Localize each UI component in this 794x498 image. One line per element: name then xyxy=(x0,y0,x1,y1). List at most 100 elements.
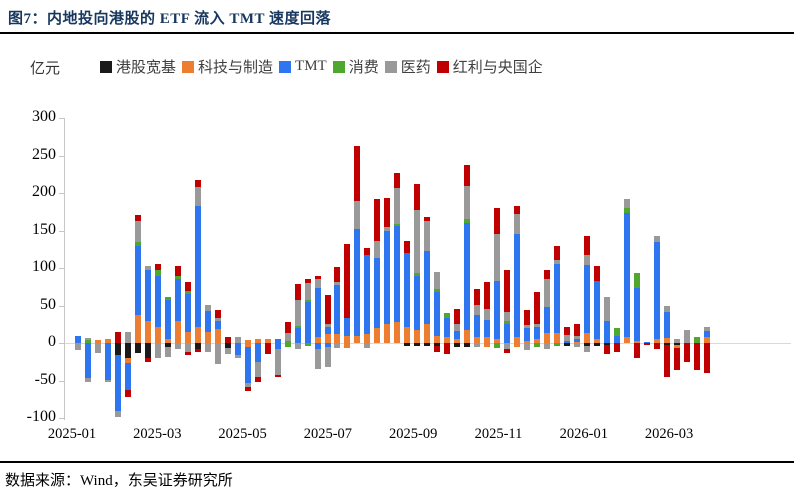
bar-segment xyxy=(384,230,391,325)
bar-segment xyxy=(424,220,431,251)
bar-segment xyxy=(623,199,630,208)
bar-segment xyxy=(104,343,111,380)
bar-segment xyxy=(484,319,491,337)
tech-swatch-icon xyxy=(182,60,195,73)
bar-segment xyxy=(104,338,111,343)
bar-segment xyxy=(184,291,191,295)
bar-segment xyxy=(154,270,161,276)
bar-segment xyxy=(274,338,281,343)
bar-segment xyxy=(344,318,351,336)
bar-segment xyxy=(304,343,311,346)
bar-segment xyxy=(324,295,331,324)
x-tick-label: 2025-03 xyxy=(133,426,182,442)
bar-segment xyxy=(464,223,471,331)
bar-segment xyxy=(374,241,381,258)
bar-segment xyxy=(284,333,291,341)
bar-segment xyxy=(75,336,81,343)
bar-segment xyxy=(593,339,600,343)
bar-segment xyxy=(484,337,491,343)
bar-segment xyxy=(184,352,191,355)
bar-segment xyxy=(404,241,411,253)
bar-segment xyxy=(184,331,191,343)
bar-segment xyxy=(114,411,121,417)
legend-item-med: 医药 xyxy=(384,56,431,77)
bar-segment xyxy=(254,361,261,377)
bar-segment xyxy=(703,331,710,337)
bar-segment xyxy=(194,187,201,206)
legend-label: 港股宽基 xyxy=(116,60,177,76)
bar-segment xyxy=(394,226,401,322)
title-divider xyxy=(0,32,794,34)
bar-segment xyxy=(124,331,131,343)
bar-segment xyxy=(524,325,531,328)
bar-segment xyxy=(184,282,191,292)
bar-segment xyxy=(324,326,331,334)
bar-segment xyxy=(653,343,660,349)
footer-divider xyxy=(0,461,794,463)
bar-segment xyxy=(514,214,521,234)
bar-segment xyxy=(494,343,501,348)
bar-segment xyxy=(134,214,141,221)
bar-segment xyxy=(144,265,151,271)
bar-segment xyxy=(564,334,571,341)
bar-segment xyxy=(603,320,610,343)
bar-segment xyxy=(404,343,411,346)
bar-segment xyxy=(114,355,121,412)
y-tick xyxy=(59,343,65,344)
x-tick-label: 2026-03 xyxy=(644,426,694,442)
bar-segment xyxy=(514,233,521,337)
bar-segment xyxy=(344,335,351,343)
bar-segment xyxy=(554,245,561,260)
bar-segment xyxy=(633,273,640,288)
bar-segment xyxy=(224,343,231,348)
bar-segment xyxy=(474,289,481,305)
bar-segment xyxy=(274,343,281,349)
y-tick-label: 250 xyxy=(32,145,56,163)
bar-segment xyxy=(324,334,331,343)
bar-segment xyxy=(504,320,511,325)
bar-segment xyxy=(474,343,481,347)
bar-segment xyxy=(204,304,211,311)
div-swatch-icon xyxy=(436,60,449,73)
bar-segment xyxy=(623,337,630,343)
bar-segment xyxy=(184,294,191,332)
y-tick-label: 150 xyxy=(32,220,56,238)
y-tick xyxy=(59,268,65,269)
y-axis-unit-label: 亿元 xyxy=(30,61,61,77)
bar-segment xyxy=(214,310,221,319)
bar-segment xyxy=(454,331,461,340)
bar-segment xyxy=(494,339,501,343)
bar-segment xyxy=(354,200,361,229)
bar-segment xyxy=(374,257,381,328)
bar-segment xyxy=(234,337,241,343)
bar-segment xyxy=(534,343,541,347)
bar-segment xyxy=(194,205,201,327)
bar-segment xyxy=(174,275,181,280)
bar-segment xyxy=(593,280,600,340)
bar-segment xyxy=(693,343,700,370)
bar-segment xyxy=(264,343,271,355)
y-tick-label: -100 xyxy=(26,408,56,425)
bar-segment xyxy=(444,343,451,354)
x-tick-label: 2026-01 xyxy=(559,426,608,442)
bar-segment xyxy=(583,254,590,265)
bar-segment xyxy=(424,250,431,324)
bar-segment xyxy=(254,343,261,362)
y-tick xyxy=(59,380,65,382)
bar-segment xyxy=(234,355,241,358)
bar-segment xyxy=(464,343,471,347)
bar-segment xyxy=(613,328,620,336)
bar-segment xyxy=(224,347,231,354)
bar-segment xyxy=(534,292,541,324)
bar-segment xyxy=(154,327,161,343)
bar-segment xyxy=(414,273,421,276)
bar-segment xyxy=(583,265,590,333)
bar-segment xyxy=(314,349,321,370)
bar-segment xyxy=(104,379,111,382)
bar-segment xyxy=(414,275,421,330)
bar-segment xyxy=(424,323,431,343)
bar-segment xyxy=(564,343,571,346)
bar-segment xyxy=(504,343,511,349)
bar-segment xyxy=(524,340,531,343)
bar-segment xyxy=(703,327,710,331)
